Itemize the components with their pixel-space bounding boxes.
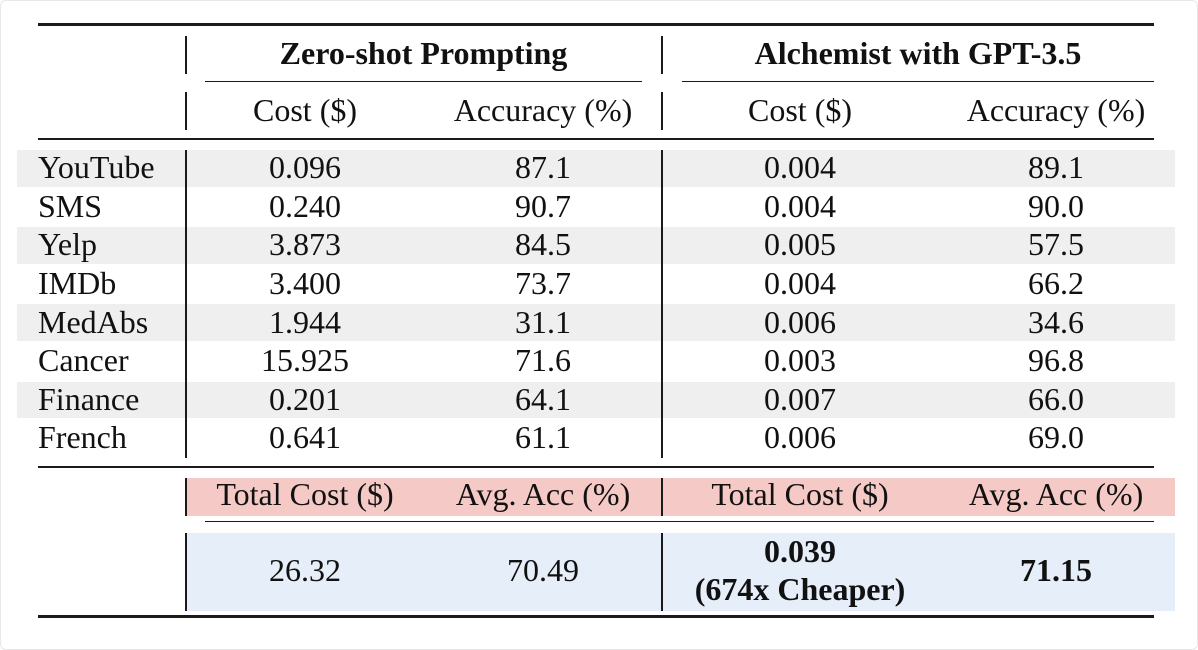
row-stripe [17,381,1175,419]
row-zs-accuracy: 64.1 [515,380,571,417]
row-zs-cost: 15.925 [261,342,349,379]
row-al-accuracy: 90.0 [1028,187,1084,224]
summary-al-cheaper-note: (674x Cheaper) [694,571,906,607]
row-stripe [17,227,1175,264]
top-rule [38,23,1154,26]
col-header-zs-cost: Cost ($) [253,92,357,128]
vrule-mid-body [661,150,663,458]
row-al-cost: 0.004 [764,187,836,224]
col-header-zs-acc: Accuracy (%) [453,92,633,128]
summary-al-avg-acc: 71.15 [1020,552,1092,588]
group-rule-al [682,81,1154,82]
row-al-cost: 0.004 [764,265,836,302]
header-rule [38,138,1154,140]
summary-rule [205,521,1154,522]
row-al-accuracy: 89.1 [1028,149,1084,186]
row-al-accuracy: 66.0 [1028,380,1084,417]
vrule-left-summary-value [185,533,187,611]
summary-label-zs-acc: Avg. Acc (%) [455,476,631,512]
row-zs-accuracy: 71.6 [515,342,571,379]
zero-shot-header: Zero-shot Prompting [279,35,568,71]
row-dataset-name: French [38,419,127,456]
row-stripe [17,304,1175,341]
bottom-rule [38,615,1154,618]
summary-label-zs-cost: Total Cost ($) [216,476,394,512]
row-al-accuracy: 66.2 [1028,265,1084,302]
row-al-accuracy: 69.0 [1028,419,1084,456]
row-al-cost: 0.007 [764,380,836,417]
summary-al-total-cost: 0.039 (674x Cheaper) [670,531,930,609]
vrule-left-summary-label [185,478,187,516]
vrule-left-cols [185,92,187,130]
row-dataset-name: MedAbs [38,303,149,340]
row-dataset-name: IMDb [38,265,117,302]
summary-zs-total-cost: 26.32 [269,552,341,588]
row-zs-cost: 1.944 [269,303,341,340]
row-al-cost: 0.003 [764,342,836,379]
row-al-cost: 0.005 [764,226,836,263]
row-zs-cost: 3.400 [269,265,341,302]
vrule-left-body [185,150,187,458]
summary-al-total-cost-value: 0.039 [764,533,836,569]
row-dataset-name: SMS [38,187,103,224]
row-al-cost: 0.004 [764,149,836,186]
summary-label-al-cost: Total Cost ($) [711,476,889,512]
row-dataset-name: Yelp [38,226,97,263]
body-end-rule [38,466,1154,468]
alchemist-header: Alchemist with GPT-3.5 [754,35,1082,71]
row-al-cost: 0.006 [764,303,836,340]
row-al-accuracy: 57.5 [1028,226,1084,263]
row-zs-accuracy: 90.7 [515,187,571,224]
group-rule-zs [205,81,642,82]
row-zs-accuracy: 31.1 [515,303,571,340]
row-al-accuracy: 96.8 [1028,342,1084,379]
vrule-left-group [185,36,187,74]
summary-label-band [187,478,1175,516]
row-zs-cost: 0.201 [269,380,341,417]
row-al-cost: 0.006 [764,419,836,456]
row-al-accuracy: 34.6 [1028,303,1084,340]
vrule-mid-cols [661,92,663,130]
row-dataset-name: YouTube [38,149,155,186]
summary-zs-avg-acc: 70.49 [507,552,579,588]
vrule-mid-summary-label [661,478,663,516]
row-zs-accuracy: 73.7 [515,265,571,302]
col-header-al-acc: Accuracy (%) [966,92,1146,128]
row-dataset-name: Finance [38,380,140,417]
row-zs-accuracy: 87.1 [515,149,571,186]
col-header-al-cost: Cost ($) [748,92,852,128]
row-zs-accuracy: 61.1 [515,419,571,456]
row-zs-accuracy: 84.5 [515,226,571,263]
row-zs-cost: 0.096 [269,149,341,186]
row-zs-cost: 0.641 [269,419,341,456]
row-stripe [17,150,1175,187]
row-zs-cost: 3.873 [269,226,341,263]
vrule-mid-summary-value [661,533,663,611]
summary-label-al-acc: Avg. Acc (%) [968,476,1144,512]
summary-value-band [187,533,1175,611]
row-dataset-name: Cancer [38,342,129,379]
row-zs-cost: 0.240 [269,187,341,224]
vrule-mid-group [661,36,663,74]
